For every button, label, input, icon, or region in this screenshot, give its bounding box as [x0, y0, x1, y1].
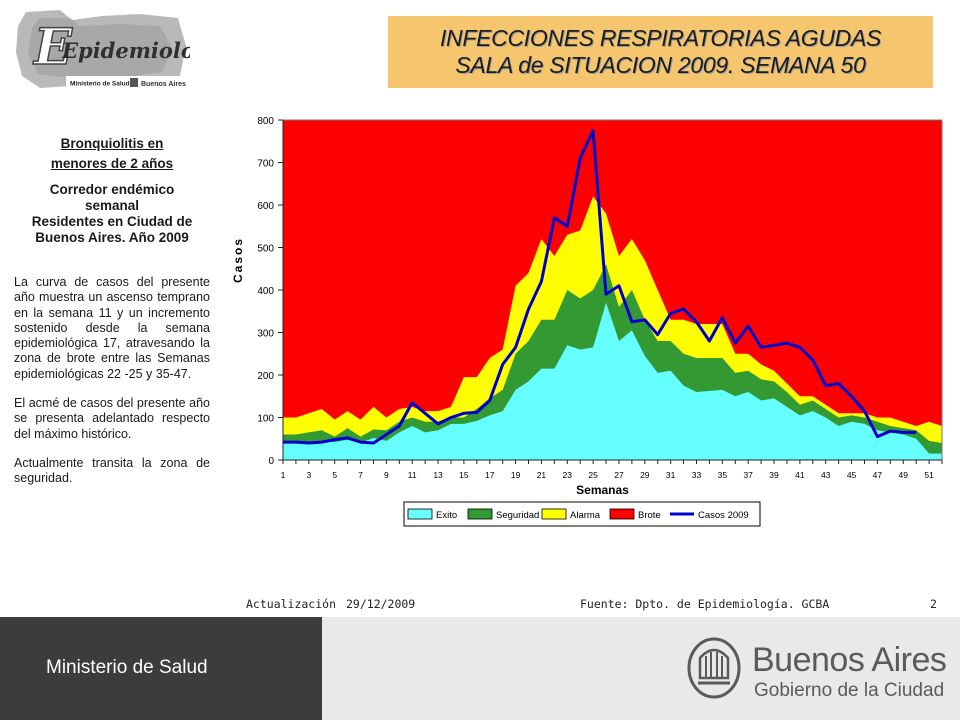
x-tick-label: 19	[511, 470, 521, 480]
commentary: La curva de casos del presente año muest…	[14, 275, 210, 501]
x-tick-label: 23	[563, 470, 573, 480]
logo-ministry: Ministerio de Salud	[70, 81, 130, 88]
x-tick-label: 27	[614, 470, 624, 480]
desc-line-4: Buenos Aires. Año 2009	[35, 230, 189, 245]
ministry-label: Ministerio de Salud	[46, 657, 208, 678]
y-tick-label: 0	[268, 456, 274, 467]
x-tick-label: 31	[666, 470, 676, 480]
legend-swatch	[541, 508, 567, 520]
x-tick-label: 49	[899, 470, 909, 480]
update-date: 29/12/2009	[346, 597, 416, 611]
legend-item-exito: Exito	[407, 508, 457, 521]
x-tick-label: 41	[795, 470, 805, 480]
line-casos-2009	[283, 129, 917, 445]
subtitle-line-1: Bronquiolitis en	[60, 136, 164, 151]
legend-label: Alarma	[570, 510, 601, 521]
legend-swatch	[407, 508, 433, 520]
subtitle-line-2: menores de 2 años	[50, 156, 174, 171]
source-note: Fuente: Dpto. de Epidemiología. GCBA	[580, 597, 830, 611]
x-tick-label: 39	[769, 470, 779, 480]
update-label: Actualización	[246, 597, 337, 611]
legend-swatch	[609, 508, 635, 520]
y-axis-title: Casos	[231, 237, 245, 283]
legend-label: Brote	[638, 510, 661, 521]
x-tick-label: 17	[485, 470, 495, 480]
city-subtitle: Gobierno de la Ciudad	[754, 680, 945, 701]
x-tick-label: 9	[384, 470, 389, 480]
legend-item-brote: Brote	[609, 508, 661, 521]
legend-label: Casos 2009	[698, 510, 749, 521]
logo-word: Epidemiología	[61, 38, 190, 63]
commentary-paragraph-3: Actualmente transita la zona de segurida…	[14, 455, 210, 486]
svg-text:E: E	[32, 17, 73, 76]
title-line-1: INFECCIONES RESPIRATORIAS AGUDAS	[439, 25, 882, 51]
x-tick-label: 25	[588, 470, 598, 480]
x-tick-label: 3	[306, 470, 311, 480]
x-tick-label: 51	[924, 470, 934, 480]
x-tick-label: 15	[459, 470, 469, 480]
x-tick-label: 37	[743, 470, 753, 480]
bottom-bar-left	[0, 617, 322, 720]
x-tick-label: 45	[847, 470, 857, 480]
x-tick-label: 11	[408, 470, 417, 480]
desc-line-2: semanal	[84, 198, 140, 213]
y-tick-label: 600	[257, 201, 274, 212]
x-tick-label: 7	[358, 470, 363, 480]
x-tick-label: 29	[640, 470, 650, 480]
chart-legend: Exito Seguridad Alarma Brote Casos 2009	[403, 501, 761, 527]
y-tick-label: 200	[257, 371, 274, 382]
legend-item-alarma: Alarma	[541, 508, 601, 521]
x-tick-label: 35	[718, 470, 728, 480]
x-tick-label: 47	[873, 470, 883, 480]
commentary-paragraph-2: El acmé de casos del presente año se pre…	[14, 396, 210, 441]
legend-item-seguridad: Seguridad	[467, 508, 539, 521]
legend-item-casos-2009: Casos 2009	[670, 510, 749, 521]
legend-swatch	[467, 508, 493, 520]
y-tick-label: 400	[257, 286, 274, 297]
commentary-paragraph-1: La curva de casos del presente año muest…	[14, 275, 210, 381]
logo-city: Buenos Aires	[141, 81, 186, 88]
x-tick-label: 13	[433, 470, 443, 480]
page-number: 2	[930, 597, 937, 611]
chart-cases-line	[283, 129, 917, 445]
legend-box	[403, 501, 761, 527]
x-axis-title: Semanas	[576, 483, 629, 497]
desc-line-3: Residentes en Ciudad de	[31, 214, 193, 229]
y-tick-label: 500	[257, 244, 274, 255]
y-tick-label: 300	[257, 329, 274, 340]
legend-label: Seguridad	[496, 510, 539, 521]
y-tick-label: 100	[257, 414, 274, 425]
city-name: Buenos Aires	[752, 641, 947, 679]
y-tick-label: 700	[257, 159, 274, 170]
buenos-aires-emblem-icon	[687, 637, 741, 699]
epidemiologia-logo: E Epidemiología Ministerio de Salud Buen…	[16, 10, 190, 89]
title-line-2: SALA de SITUACION 2009. SEMANA 50	[455, 52, 866, 78]
x-tick-label: 5	[332, 470, 337, 480]
x-tick-label: 21	[537, 470, 547, 480]
desc-line-1: Corredor endémico	[49, 182, 175, 197]
legend-label: Exito	[436, 510, 457, 521]
bottom-bar-right	[322, 617, 960, 720]
x-tick-label: 33	[692, 470, 702, 480]
area-exito	[283, 302, 942, 460]
y-tick-label: 800	[257, 116, 274, 127]
x-tick-label: 43	[821, 470, 831, 480]
x-tick-label: 1	[281, 470, 286, 480]
chart-description: Bronquiolitis en menores de 2 años Corre…	[14, 134, 210, 246]
slide-title: INFECCIONES RESPIRATORIAS AGUDAS SALA de…	[388, 16, 933, 88]
